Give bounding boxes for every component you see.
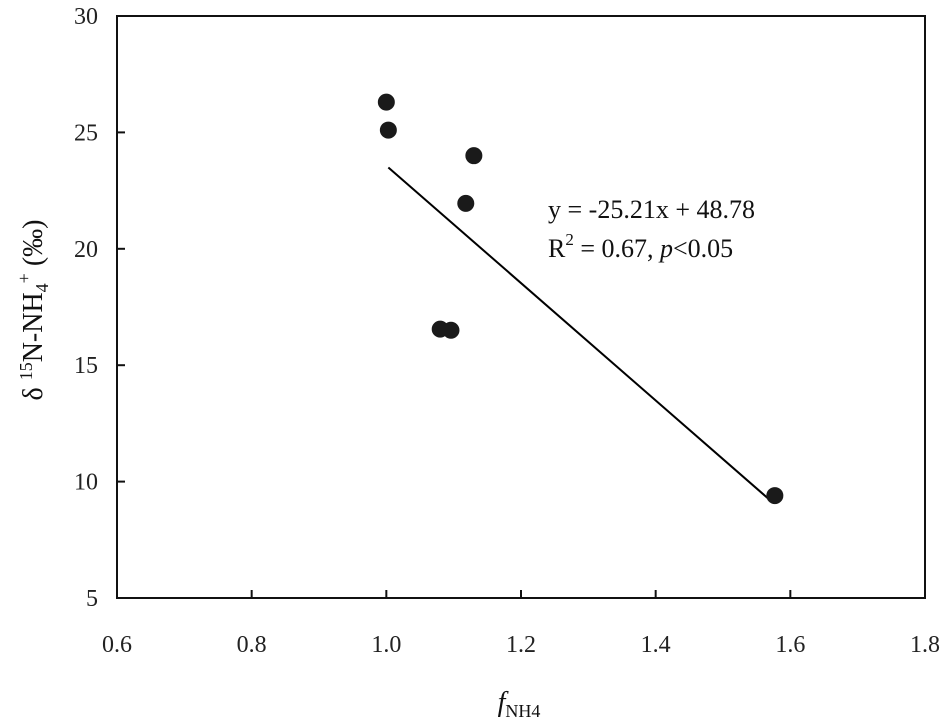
r-label: R bbox=[548, 234, 566, 263]
y-tick-label: 10 bbox=[74, 470, 98, 496]
data-point bbox=[379, 121, 397, 139]
p-symbol: p bbox=[658, 234, 673, 263]
regression-statistics: R2 = 0.67, p<0.05 bbox=[548, 230, 733, 263]
data-point bbox=[442, 321, 460, 339]
y-axis-label-superscript-15: 15 bbox=[16, 362, 36, 380]
y-axis-label-superscript-plus: + bbox=[14, 273, 34, 283]
y-axis-label-main: N-NH bbox=[18, 292, 49, 362]
x-tick-label: 1.2 bbox=[506, 632, 536, 658]
regression-line bbox=[387, 166, 773, 503]
x-tick-label: 0.6 bbox=[102, 632, 132, 658]
y-tick-label: 15 bbox=[74, 353, 98, 379]
plot-border bbox=[116, 15, 926, 599]
x-axis-label-main: f bbox=[498, 687, 509, 718]
r-value: = 0.67, bbox=[574, 234, 660, 263]
x-tick-label: 1.8 bbox=[910, 632, 940, 658]
y-tick-label: 30 bbox=[74, 4, 98, 30]
regression-equation: y = -25.21x + 48.78 bbox=[548, 195, 755, 224]
r-superscript: 2 bbox=[565, 230, 574, 249]
data-point bbox=[465, 147, 483, 165]
data-point bbox=[377, 93, 395, 111]
x-tick-label: 1.6 bbox=[775, 632, 805, 658]
plot-frame bbox=[116, 15, 926, 599]
y-tick-label: 5 bbox=[86, 586, 98, 612]
y-tick-label: 25 bbox=[74, 120, 98, 146]
x-axis: 0.6 0.8 1.0 1.2 1.4 1.6 1.8 bbox=[102, 590, 940, 658]
data-point bbox=[766, 487, 784, 505]
trendline-group bbox=[387, 166, 773, 503]
y-tick-label: 20 bbox=[74, 237, 98, 263]
x-axis-label: fNH4 bbox=[498, 687, 541, 718]
data-point bbox=[457, 194, 475, 212]
x-tick-label: 1.4 bbox=[641, 632, 671, 658]
x-tick-label: 1.0 bbox=[371, 632, 401, 658]
y-axis-label-subscript-4: 4 bbox=[32, 283, 52, 292]
y-axis-label-prefix: δ bbox=[18, 380, 49, 400]
x-tick-label: 0.8 bbox=[237, 632, 267, 658]
y-axis-label-suffix: (‰) bbox=[18, 219, 49, 273]
y-axis: 5 10 15 20 25 30 bbox=[74, 4, 125, 612]
data-points bbox=[377, 93, 784, 505]
p-value: <0.05 bbox=[673, 234, 733, 263]
y-axis-label: δ 15N-NH4+ (‰) bbox=[14, 219, 52, 400]
x-axis-label-subscript: NH4 bbox=[505, 701, 540, 718]
